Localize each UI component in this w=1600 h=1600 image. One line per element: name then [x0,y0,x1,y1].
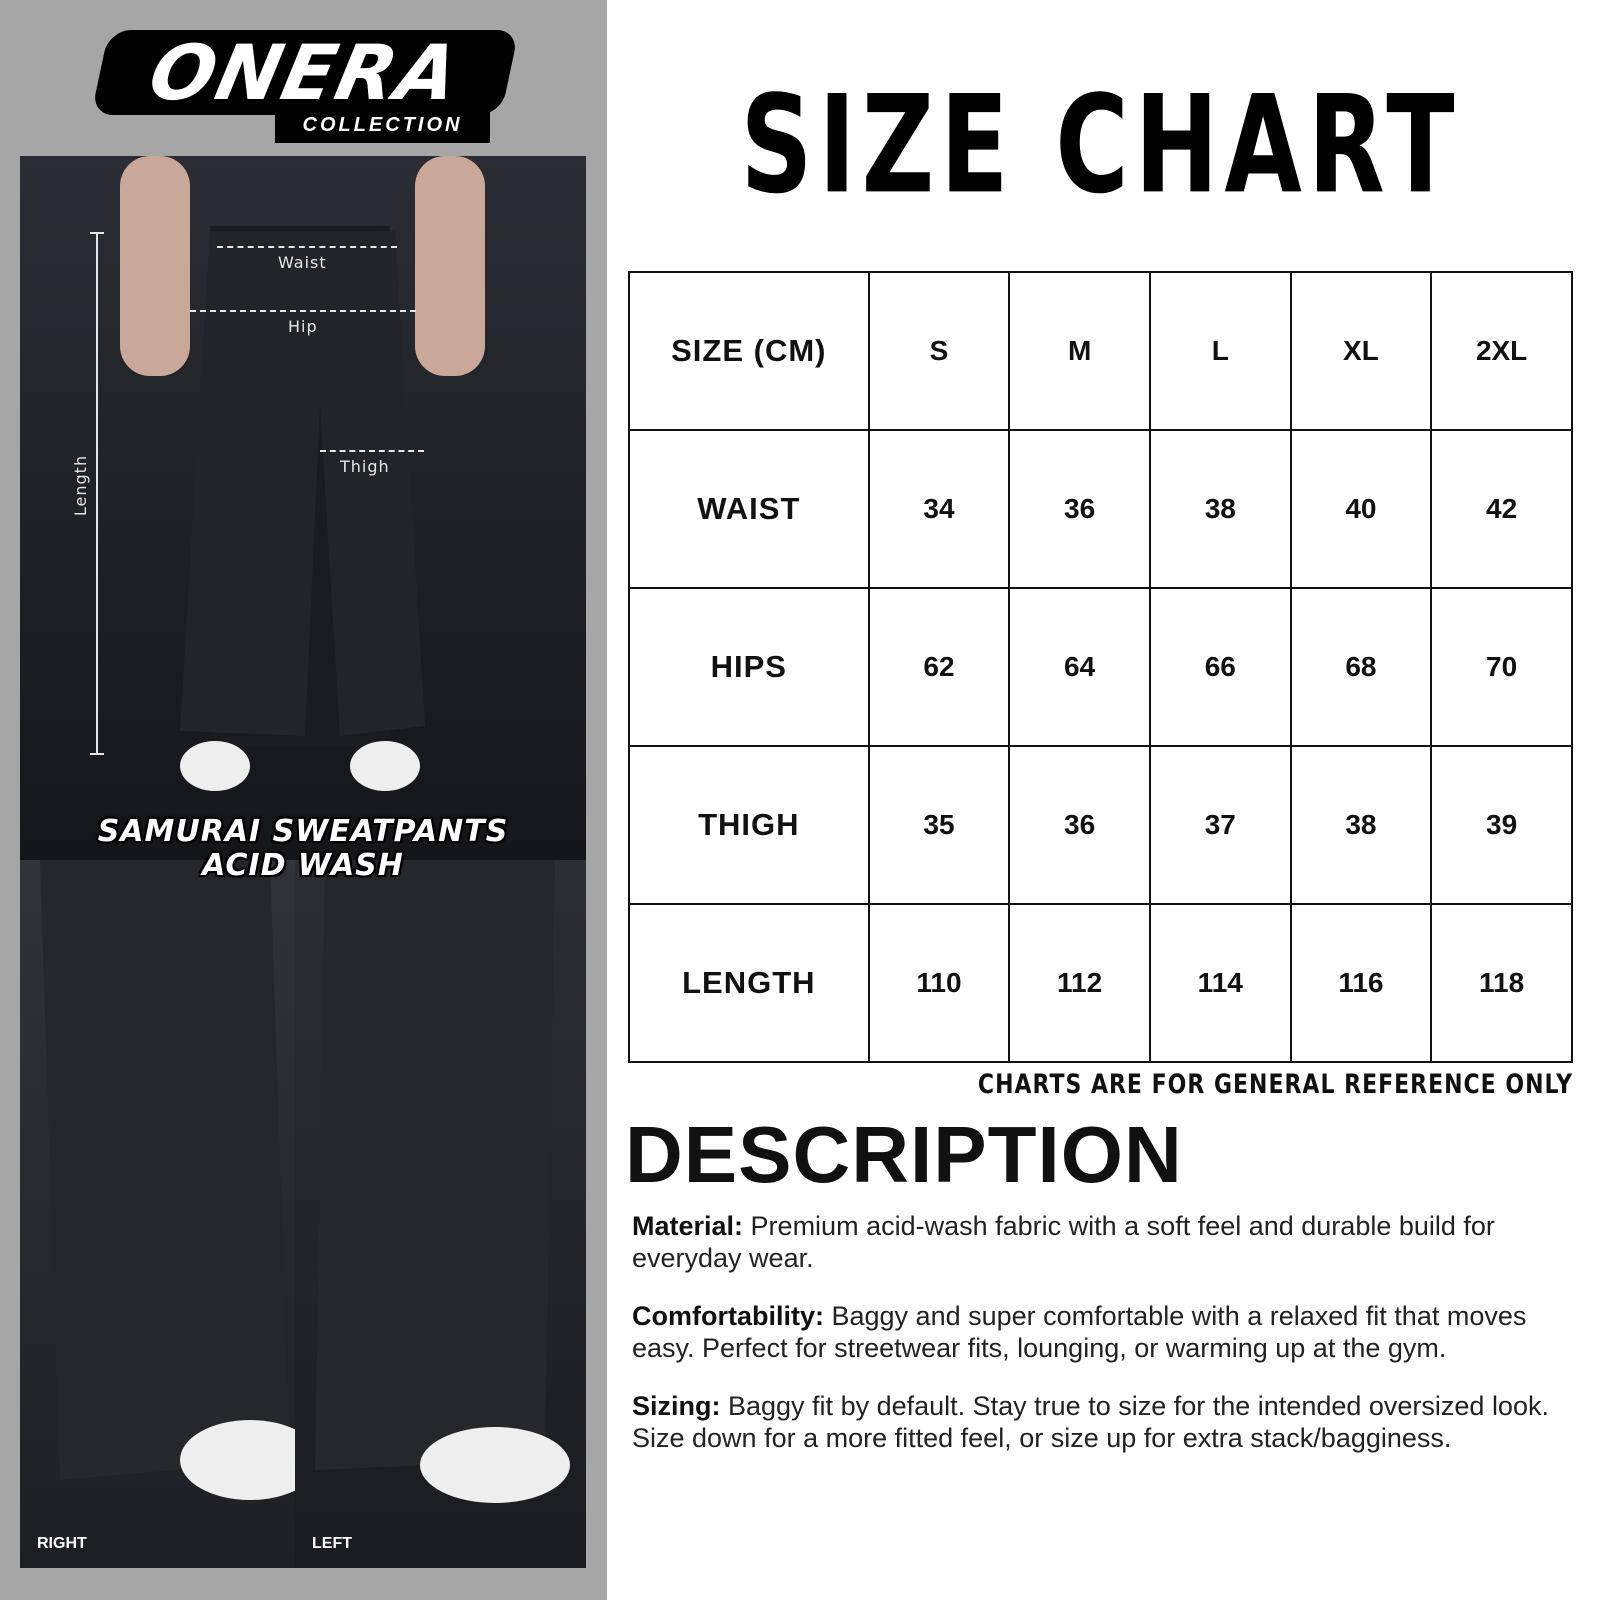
row-label: LENGTH [628,903,870,1063]
cell: 34 [867,429,1011,589]
cell: 70 [1430,587,1573,747]
product-name: SAMURAI SWEATPANTS ACID WASH [20,815,586,883]
thigh-label: Thigh [340,457,390,476]
header-cell: XL [1289,271,1433,431]
material-text: Premium acid-wash fabric with a soft fee… [632,1211,1495,1273]
length-line [96,232,98,755]
thigh-line [320,450,424,452]
cell: 114 [1148,903,1292,1063]
description-sizing: Sizing: Baggy fit by default. Stay true … [632,1390,1592,1454]
product-name-line1: SAMURAI SWEATPANTS [97,814,509,849]
row-label: WAIST [628,429,870,589]
cell: 116 [1289,903,1433,1063]
cell: 38 [1148,429,1292,589]
table-row: THIGH 35 36 37 38 39 [628,745,1573,905]
material-label: Material: [632,1211,744,1241]
description-comfort: Comfortability: Baggy and super comforta… [632,1300,1592,1364]
cell: 40 [1289,429,1433,589]
waist-line [217,246,397,248]
cell: 68 [1289,587,1433,747]
waist-label: Waist [278,253,327,272]
sizing-text: Baggy fit by default. Stay true to size … [632,1391,1549,1453]
front-photo: Length Waist Hip Thigh [20,156,586,860]
cell: 62 [867,587,1011,747]
cell: 64 [1008,587,1151,747]
left-label: LEFT [312,1535,352,1552]
cell: 36 [1008,745,1151,905]
header-cell: L [1148,271,1292,431]
header-cell: 2XL [1430,271,1573,431]
table-header-row: SIZE (CM) S M L XL 2XL [628,271,1573,431]
description-heading: DESCRIPTION [625,1110,1183,1199]
hip-line [190,310,416,312]
right-label: RIGHT [37,1535,87,1552]
brand-sub: COLLECTION [302,114,463,136]
brand-logo: ONERA COLLECTION [90,28,520,145]
product-panel: ONERA COLLECTION Length Waist Hip Thigh … [0,0,607,1600]
hip-label: Hip [288,317,318,336]
table-row: LENGTH 110 112 114 116 118 [628,903,1573,1063]
header-cell: M [1008,271,1151,431]
header-cell: S [867,271,1011,431]
table-row: WAIST 34 36 38 40 42 [628,429,1573,589]
header-cell: SIZE (CM) [628,271,870,431]
cell: 36 [1008,429,1151,589]
sizing-label: Sizing: [632,1391,721,1421]
size-table: SIZE (CM) S M L XL 2XL WAIST 34 36 38 40 42 … [628,271,1573,1063]
cell: 118 [1430,903,1573,1063]
cell: 37 [1148,745,1292,905]
comfort-text: Baggy and super comfortable with a relax… [632,1301,1527,1363]
cell: 66 [1148,587,1292,747]
description-material: Material: Premium acid-wash fabric with … [632,1210,1592,1274]
description-body: Material: Premium acid-wash fabric with … [632,1210,1592,1480]
length-label: Length [71,454,91,517]
reference-note: CHARTS ARE FOR GENERAL REFERENCE ONLY [977,1070,1573,1100]
cell: 42 [1430,429,1573,589]
cell: 35 [867,745,1011,905]
cell: 110 [867,903,1011,1063]
cell: 112 [1008,903,1151,1063]
brand-name: ONERA [141,28,469,117]
left-side-photo: LEFT [295,860,586,1568]
comfort-label: Comfortability: [632,1301,824,1331]
table-row: HIPS 62 64 66 68 70 [628,587,1573,747]
row-label: HIPS [628,587,870,747]
right-side-photo: RIGHT [20,860,295,1568]
row-label: THIGH [628,745,870,905]
product-name-line2: ACID WASH [202,848,404,883]
page-title: SIZE CHART [740,65,1461,224]
cell: 39 [1430,745,1573,905]
cell: 38 [1289,745,1433,905]
